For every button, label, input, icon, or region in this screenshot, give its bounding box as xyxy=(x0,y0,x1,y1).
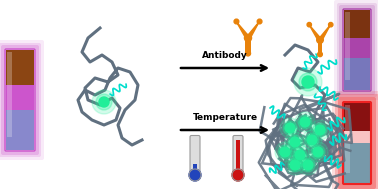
FancyBboxPatch shape xyxy=(0,40,44,160)
Circle shape xyxy=(300,117,310,127)
Circle shape xyxy=(295,112,315,132)
Circle shape xyxy=(99,97,109,107)
Bar xyxy=(344,10,370,38)
FancyBboxPatch shape xyxy=(338,97,376,189)
Circle shape xyxy=(275,142,295,162)
FancyBboxPatch shape xyxy=(335,94,378,189)
Circle shape xyxy=(234,19,239,24)
Circle shape xyxy=(307,22,311,27)
Circle shape xyxy=(303,160,313,170)
Circle shape xyxy=(299,73,317,91)
Circle shape xyxy=(317,37,323,43)
Circle shape xyxy=(285,123,295,133)
Polygon shape xyxy=(318,23,332,40)
Circle shape xyxy=(285,132,305,152)
Circle shape xyxy=(288,135,302,149)
Text: Antibody: Antibody xyxy=(202,51,248,60)
Circle shape xyxy=(96,94,112,110)
Bar xyxy=(345,105,350,173)
Bar xyxy=(6,110,34,150)
Bar xyxy=(245,38,251,53)
Circle shape xyxy=(293,148,307,162)
Circle shape xyxy=(257,19,262,24)
Circle shape xyxy=(232,169,244,181)
FancyBboxPatch shape xyxy=(0,43,41,157)
Bar xyxy=(344,38,370,58)
Bar xyxy=(344,58,370,90)
Circle shape xyxy=(302,76,314,88)
Bar xyxy=(193,164,197,175)
FancyBboxPatch shape xyxy=(233,136,243,177)
Circle shape xyxy=(92,90,116,114)
Bar xyxy=(344,103,370,131)
Circle shape xyxy=(313,123,327,137)
Circle shape xyxy=(302,130,322,150)
Circle shape xyxy=(285,155,305,175)
FancyBboxPatch shape xyxy=(1,45,39,155)
Circle shape xyxy=(313,147,323,157)
Polygon shape xyxy=(308,23,322,40)
Polygon shape xyxy=(246,20,261,38)
Bar xyxy=(6,50,34,85)
Polygon shape xyxy=(235,20,250,38)
Bar xyxy=(345,12,350,80)
Circle shape xyxy=(315,125,325,135)
Circle shape xyxy=(318,52,322,57)
Bar xyxy=(6,85,34,110)
Circle shape xyxy=(301,158,315,172)
Bar xyxy=(344,143,370,183)
Circle shape xyxy=(278,145,292,159)
Circle shape xyxy=(288,158,302,172)
Circle shape xyxy=(290,160,300,170)
Circle shape xyxy=(298,115,312,129)
Circle shape xyxy=(189,169,201,181)
Bar xyxy=(7,52,12,137)
Circle shape xyxy=(245,51,251,56)
Circle shape xyxy=(294,68,322,96)
Circle shape xyxy=(290,137,300,147)
Circle shape xyxy=(295,150,305,160)
Bar xyxy=(344,131,370,143)
Circle shape xyxy=(305,133,319,147)
FancyBboxPatch shape xyxy=(332,91,378,189)
FancyBboxPatch shape xyxy=(339,5,375,95)
Circle shape xyxy=(245,34,251,42)
Circle shape xyxy=(310,120,330,140)
Circle shape xyxy=(280,118,300,138)
FancyBboxPatch shape xyxy=(190,136,200,177)
Circle shape xyxy=(290,145,310,165)
FancyBboxPatch shape xyxy=(337,3,377,97)
Circle shape xyxy=(298,155,318,175)
Circle shape xyxy=(308,142,328,162)
FancyBboxPatch shape xyxy=(334,0,378,100)
Circle shape xyxy=(311,145,325,159)
Circle shape xyxy=(283,121,297,135)
Bar xyxy=(318,40,322,54)
Bar xyxy=(236,140,240,175)
Circle shape xyxy=(280,147,290,157)
Circle shape xyxy=(307,135,317,145)
Text: Temperature: Temperature xyxy=(192,113,257,122)
Circle shape xyxy=(328,22,333,27)
